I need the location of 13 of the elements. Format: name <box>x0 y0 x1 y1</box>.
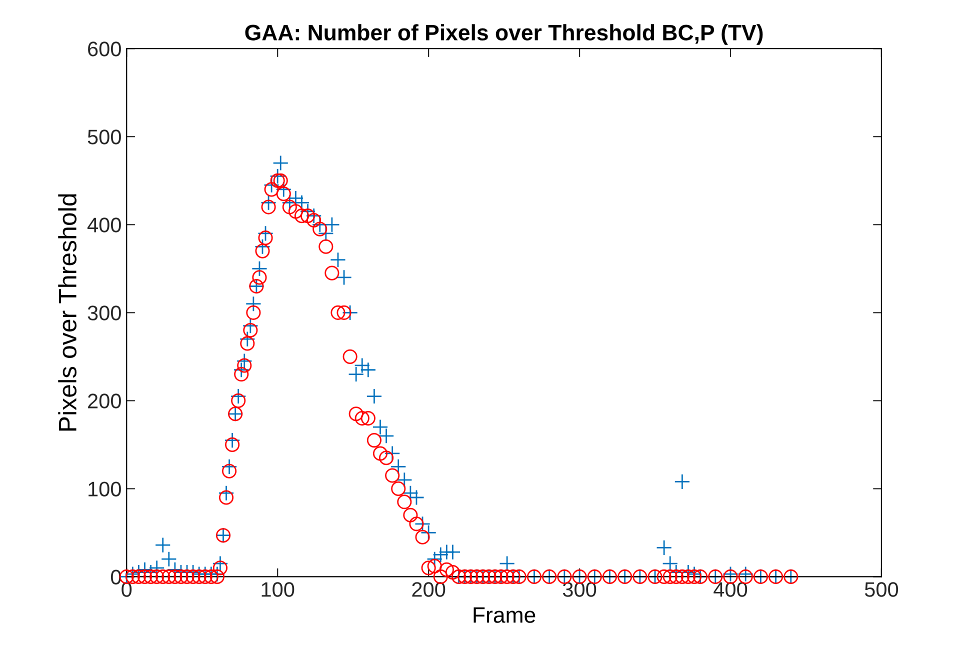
x-tick-label: 200 <box>412 582 446 597</box>
x-tick-label: 500 <box>864 582 898 597</box>
y-axis-title: Pixels over Threshold <box>58 194 77 431</box>
chart-title: GAA: Number of Pixels over Threshold BC,P (TV) <box>245 24 763 45</box>
x-tick-label: 400 <box>714 582 748 597</box>
y-tick-label: 500 <box>88 130 121 144</box>
y-tick-label: 300 <box>88 306 121 320</box>
y-tick-label: 100 <box>88 482 121 496</box>
y-tick-label: 600 <box>88 42 121 56</box>
x-tick-label: 100 <box>262 582 294 597</box>
y-tick-label: 400 <box>87 218 121 232</box>
x-axis-title: Frame <box>474 607 536 623</box>
y-tick-label: 200 <box>88 394 121 408</box>
